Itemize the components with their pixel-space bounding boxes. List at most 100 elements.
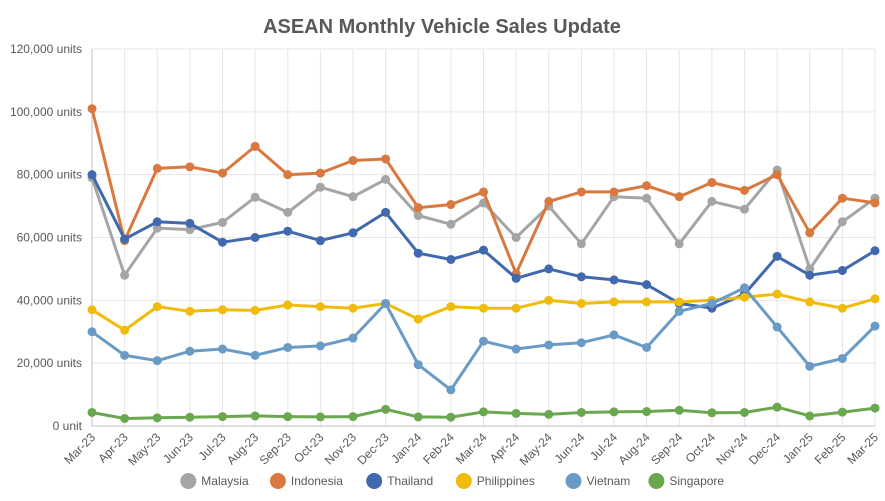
data-point-philippines[interactable] (185, 306, 195, 316)
data-point-vietnam[interactable] (870, 321, 880, 331)
data-point-malaysia[interactable] (381, 174, 391, 184)
data-point-malaysia[interactable] (740, 204, 749, 214)
data-point-philippines[interactable] (315, 302, 325, 312)
data-point-singapore[interactable] (609, 407, 619, 417)
data-point-philippines[interactable] (740, 292, 749, 302)
data-point-vietnam[interactable] (413, 360, 423, 370)
data-point-indonesia[interactable] (87, 104, 97, 114)
data-point-singapore[interactable] (87, 407, 97, 417)
data-point-thailand[interactable] (413, 248, 423, 258)
data-point-singapore[interactable] (185, 412, 195, 422)
data-point-singapore[interactable] (348, 412, 358, 422)
data-point-singapore[interactable] (283, 412, 293, 422)
data-point-singapore[interactable] (707, 408, 717, 418)
data-point-thailand[interactable] (250, 233, 260, 242)
data-point-vietnam[interactable] (185, 346, 195, 356)
data-point-indonesia[interactable] (250, 141, 260, 151)
data-point-indonesia[interactable] (381, 154, 391, 164)
data-point-philippines[interactable] (576, 298, 586, 308)
data-point-indonesia[interactable] (674, 192, 684, 202)
data-point-indonesia[interactable] (446, 200, 456, 210)
data-point-vietnam[interactable] (250, 350, 260, 360)
data-point-vietnam[interactable] (87, 327, 97, 337)
legend[interactable]: Malaysia Indonesia Thailand Philippines Viet… (180, 473, 724, 489)
data-point-thailand[interactable] (218, 237, 227, 247)
data-point-vietnam[interactable] (576, 338, 586, 348)
data-point-malaysia[interactable] (805, 264, 815, 274)
data-point-thailand[interactable] (837, 265, 847, 275)
data-point-singapore[interactable] (674, 405, 684, 415)
data-point-vietnam[interactable] (642, 342, 652, 352)
data-point-thailand[interactable] (315, 236, 325, 246)
data-point-thailand[interactable] (511, 273, 521, 283)
data-point-vietnam[interactable] (772, 322, 782, 332)
data-point-thailand[interactable] (870, 246, 880, 256)
data-point-thailand[interactable] (479, 245, 488, 255)
data-point-vietnam[interactable] (544, 340, 554, 350)
data-point-singapore[interactable] (511, 408, 521, 418)
data-point-indonesia[interactable] (805, 228, 815, 238)
data-point-singapore[interactable] (837, 407, 847, 417)
data-point-malaysia[interactable] (152, 223, 162, 233)
data-point-thailand[interactable] (772, 251, 782, 261)
data-point-philippines[interactable] (511, 303, 521, 313)
data-point-philippines[interactable] (283, 300, 293, 310)
data-point-indonesia[interactable] (642, 181, 652, 191)
data-point-indonesia[interactable] (348, 156, 358, 166)
data-point-malaysia[interactable] (837, 217, 847, 227)
data-point-indonesia[interactable] (772, 170, 782, 180)
data-point-singapore[interactable] (870, 403, 880, 413)
data-point-malaysia[interactable] (218, 217, 227, 227)
data-point-malaysia[interactable] (446, 219, 456, 229)
data-point-vietnam[interactable] (805, 361, 815, 371)
data-point-philippines[interactable] (250, 305, 260, 315)
data-point-philippines[interactable] (805, 297, 815, 307)
data-point-indonesia[interactable] (544, 196, 554, 206)
data-point-thailand[interactable] (348, 228, 358, 238)
data-point-philippines[interactable] (870, 294, 880, 304)
data-point-vietnam[interactable] (609, 330, 619, 340)
data-point-philippines[interactable] (674, 297, 684, 307)
data-point-singapore[interactable] (413, 412, 423, 422)
data-point-malaysia[interactable] (642, 193, 652, 203)
data-point-philippines[interactable] (87, 305, 97, 315)
data-point-singapore[interactable] (446, 412, 456, 422)
data-point-indonesia[interactable] (740, 185, 749, 195)
data-point-vietnam[interactable] (348, 333, 358, 343)
legend-item-malaysia[interactable]: Malaysia (180, 473, 249, 489)
data-point-vietnam[interactable] (707, 298, 717, 308)
data-point-indonesia[interactable] (315, 168, 325, 178)
data-point-vietnam[interactable] (120, 350, 130, 360)
data-point-vietnam[interactable] (446, 385, 456, 395)
data-point-indonesia[interactable] (283, 170, 293, 180)
data-point-singapore[interactable] (250, 411, 260, 421)
data-point-vietnam[interactable] (479, 336, 488, 346)
legend-item-thailand[interactable]: Thailand (366, 473, 433, 489)
data-point-indonesia[interactable] (576, 187, 586, 197)
data-point-singapore[interactable] (120, 413, 130, 423)
data-point-thailand[interactable] (642, 280, 652, 290)
legend-item-philippines[interactable]: Philippines (455, 473, 535, 489)
data-point-indonesia[interactable] (609, 187, 619, 197)
legend-item-indonesia[interactable]: Indonesia (269, 473, 343, 489)
data-point-indonesia[interactable] (870, 198, 880, 208)
data-point-vietnam[interactable] (740, 283, 749, 293)
data-point-vietnam[interactable] (837, 353, 847, 363)
data-point-thailand[interactable] (576, 272, 586, 282)
data-point-singapore[interactable] (740, 407, 749, 417)
data-point-indonesia[interactable] (218, 168, 227, 178)
data-point-singapore[interactable] (218, 412, 227, 422)
data-point-philippines[interactable] (544, 295, 554, 305)
data-point-malaysia[interactable] (120, 270, 130, 280)
legend-item-vietnam[interactable]: Vietnam (565, 473, 631, 489)
data-point-thailand[interactable] (152, 217, 162, 227)
data-point-singapore[interactable] (381, 404, 391, 414)
data-point-vietnam[interactable] (315, 341, 325, 351)
data-point-singapore[interactable] (642, 407, 652, 417)
data-point-vietnam[interactable] (218, 344, 227, 354)
data-point-philippines[interactable] (609, 297, 619, 307)
data-point-philippines[interactable] (479, 303, 488, 313)
data-point-malaysia[interactable] (315, 182, 325, 192)
data-point-thailand[interactable] (120, 234, 130, 244)
data-point-thailand[interactable] (87, 170, 97, 180)
